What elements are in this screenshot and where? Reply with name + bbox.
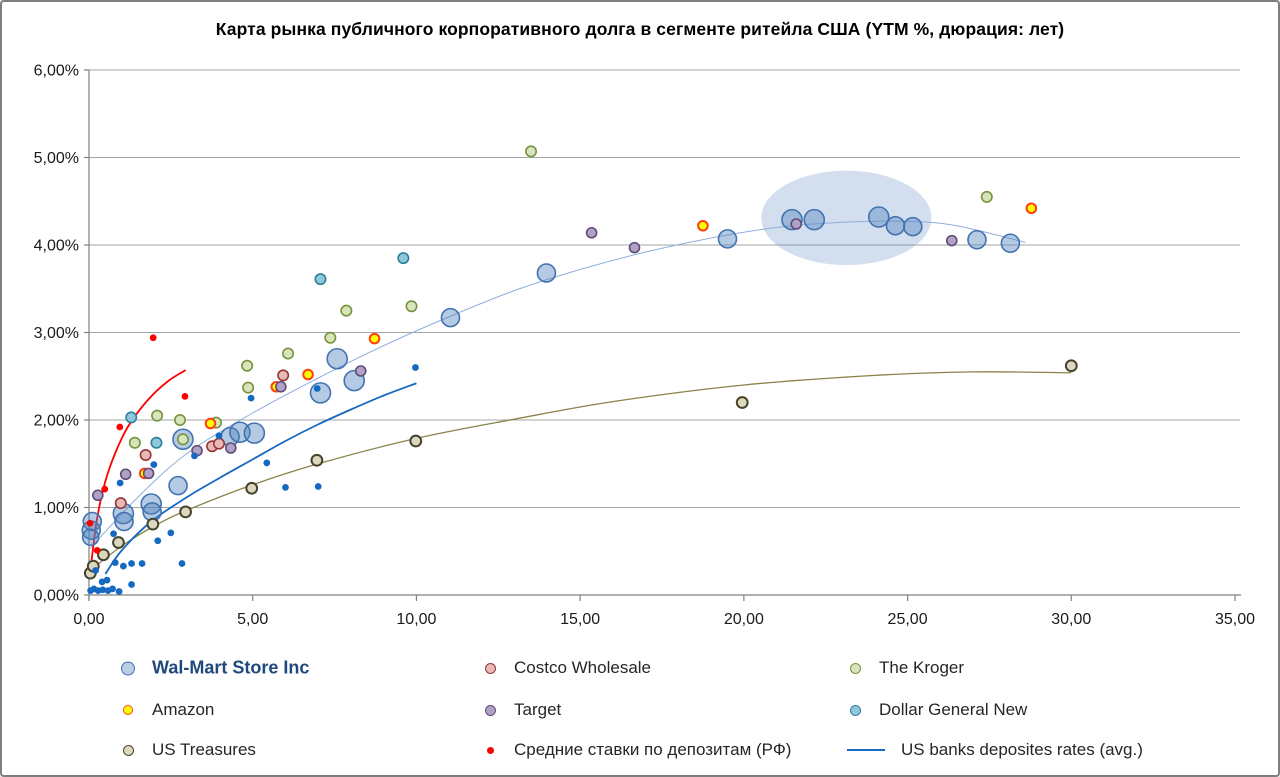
x-tick-label: 5,00	[237, 611, 268, 628]
legend-label-dollar-general: Dollar General New	[879, 700, 1028, 719]
trend-us-treasures	[88, 371, 1072, 572]
series-dollar-general[interactable]	[125, 252, 410, 449]
legend-label-us-banks-rates: US banks deposites rates (avg.)	[901, 740, 1143, 759]
trend-wal-mart	[88, 220, 1026, 550]
x-tick-label: 20,00	[724, 611, 764, 628]
legend-item-us-banks-rates[interactable]: US banks deposites rates (avg.)	[847, 740, 1143, 760]
series-rf-deposit-rates[interactable]	[86, 334, 189, 554]
x-tick-label: 25,00	[888, 611, 928, 628]
axis-labels: 0,00% 1,00% 2,00% 3,00% 4,00% 5,00% 6,00% 0,00 5…	[34, 63, 1255, 629]
x-tick-label: 15,00	[560, 611, 600, 628]
series-target[interactable]	[92, 218, 958, 502]
legend-label-costco: Costco Wholesale	[514, 658, 652, 677]
series-costco[interactable]	[114, 369, 290, 510]
x-tick-label: 30,00	[1051, 611, 1091, 628]
legend-item-us-treasures[interactable]: US Treasures	[120, 740, 256, 760]
legend-marker-wal-mart-icon	[120, 661, 136, 675]
legend-label-rf-deposit-rates: Средние ставки по депозитам (РФ)	[514, 740, 792, 759]
legend-item-wal-mart[interactable]: Wal-Mart Store Inc	[120, 658, 309, 679]
legend-item-rf-deposit-rates[interactable]: Средние ставки по депозитам (РФ)	[482, 740, 791, 760]
gridlines	[89, 69, 1240, 596]
y-tick-label: 5,00%	[34, 150, 79, 167]
y-tick-label: 1,00%	[34, 500, 79, 517]
legend-item-dollar-general[interactable]: Dollar General New	[847, 700, 1027, 720]
legend-marker-kroger-icon	[847, 662, 863, 674]
series-amazon[interactable]	[138, 202, 1038, 480]
x-tick-label: 35,00	[1215, 611, 1255, 628]
x-tick-label: 0,00	[73, 611, 104, 628]
legend-marker-target-icon	[482, 704, 498, 716]
axes	[84, 69, 1241, 601]
series-us-banks-rates[interactable]	[87, 364, 419, 595]
trend-us-banks-rates	[104, 382, 417, 575]
legend-marker-us-banks-rates-icon	[847, 749, 885, 751]
legend-label-target: Target	[514, 700, 562, 719]
y-tick-label: 4,00%	[34, 238, 79, 255]
legend-label-us-treasures: US Treasures	[152, 740, 256, 759]
chart-title: Карта рынка публичного корпоративного до…	[215, 19, 1065, 39]
highlight-ellipse	[761, 170, 932, 266]
legend-label-wal-mart: Wal-Mart Store Inc	[152, 657, 310, 678]
y-tick-label: 6,00%	[34, 63, 79, 80]
x-tick-label: 10,00	[396, 611, 436, 628]
y-tick-label: 0,00%	[34, 588, 79, 605]
legend-marker-dollar-general-icon	[847, 704, 863, 716]
legend-marker-us-treasures-icon	[120, 744, 136, 756]
legend-marker-costco-icon	[482, 662, 498, 674]
legend-marker-rf-deposit-rates-icon	[482, 746, 498, 754]
legend-item-costco[interactable]: Costco Wholesale	[482, 658, 651, 678]
series-kroger[interactable]	[128, 145, 993, 449]
legend-label-amazon: Amazon	[152, 700, 215, 719]
legend-item-kroger[interactable]: The Kroger	[847, 658, 964, 678]
legend-item-target[interactable]: Target	[482, 700, 561, 720]
y-tick-label: 3,00%	[34, 325, 79, 342]
legend-label-kroger: The Kroger	[879, 658, 965, 677]
legend-item-amazon[interactable]: Amazon	[120, 700, 214, 720]
y-tick-label: 2,00%	[34, 413, 79, 430]
legend-marker-amazon-icon	[120, 705, 136, 715]
series-us-treasures[interactable]	[83, 359, 1078, 580]
